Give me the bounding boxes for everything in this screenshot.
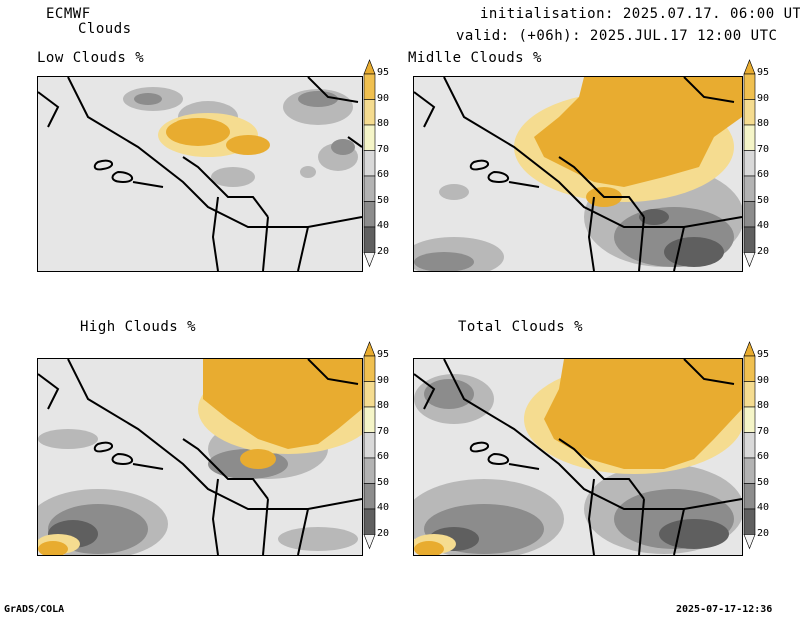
colorbar-segment xyxy=(363,406,376,433)
colorbar-tick-label: 95 xyxy=(377,67,390,78)
colorbar-tick-label: 90 xyxy=(377,374,390,386)
map-panel-low-clouds xyxy=(37,76,363,272)
colorbar-segment xyxy=(743,150,756,177)
field-name: Clouds xyxy=(78,21,132,37)
colorbar-segment xyxy=(363,457,376,484)
colorbar-tick-label: 20 xyxy=(757,245,770,257)
colorbar-segment xyxy=(743,99,756,126)
colorbar-segment xyxy=(743,508,756,535)
colorbar-top-arrow xyxy=(743,341,756,357)
colorbar-tick-label: 40 xyxy=(757,502,770,513)
colorbar-total: 95 90 80 70 60 50 40 20 xyxy=(743,341,784,555)
colorbar-segment xyxy=(363,432,376,459)
colorbar-segment xyxy=(743,175,756,202)
colorbar-tick-label: 60 xyxy=(377,451,390,462)
panel-title-total: Total Clouds % xyxy=(458,319,584,335)
colorbar-segment xyxy=(363,99,376,126)
colorbar-tick-label: 90 xyxy=(757,374,770,386)
colorbar-middle: 95 90 80 70 60 50 40 20 xyxy=(743,59,784,273)
colorbar-segment xyxy=(743,406,756,433)
colorbar-tick-label: 50 xyxy=(377,194,390,206)
model-name: ECMWF xyxy=(46,6,91,22)
footer-software: GrADS/COLA xyxy=(4,604,65,615)
map-panel-middle-clouds xyxy=(413,76,743,272)
panel-title-middle: Midlle Clouds % xyxy=(408,50,542,66)
colorbar-segment xyxy=(743,73,756,100)
colorbar-tick-label: 80 xyxy=(757,400,770,411)
colorbar-high: 95 90 80 70 60 50 40 20 xyxy=(363,341,404,555)
colorbar-segment xyxy=(363,124,376,151)
colorbar-tick-label: 60 xyxy=(757,451,770,462)
colorbar-segment xyxy=(743,432,756,459)
colorbar-top-arrow xyxy=(363,341,376,357)
colorbar-tick-label: 95 xyxy=(757,67,770,78)
colorbar-tick-label: 90 xyxy=(757,92,770,104)
colorbar-tick-label: 80 xyxy=(757,118,770,129)
colorbar-segment xyxy=(743,483,756,510)
colorbar-top-arrow xyxy=(363,59,376,75)
colorbar-segment xyxy=(363,483,376,510)
colorbar-segment xyxy=(743,124,756,151)
colorbar-tick-label: 50 xyxy=(757,194,770,206)
colorbar-tick-label: 40 xyxy=(757,220,770,231)
colorbar-bottom-arrow xyxy=(363,534,376,550)
colorbar-tick-label: 70 xyxy=(377,425,390,437)
colorbar-tick-label: 40 xyxy=(377,502,390,513)
colorbar-segment xyxy=(363,355,376,382)
panel-title-low: Low Clouds % xyxy=(37,50,145,66)
colorbar-segment xyxy=(363,175,376,202)
colorbar-tick-label: 20 xyxy=(377,527,390,539)
colorbar-segment xyxy=(743,355,756,382)
colorbar-segment xyxy=(743,457,756,484)
colorbar-segment xyxy=(363,73,376,100)
colorbar-tick-label: 95 xyxy=(377,349,390,360)
colorbar-segment xyxy=(363,226,376,253)
colorbar-segment xyxy=(363,381,376,408)
colorbar-tick-label: 70 xyxy=(757,143,770,155)
map-panel-total-clouds xyxy=(413,358,743,556)
colorbar-tick-label: 70 xyxy=(377,143,390,155)
colorbar-tick-label: 60 xyxy=(757,169,770,180)
map-panel-high-clouds xyxy=(37,358,363,556)
colorbar-tick-label: 90 xyxy=(377,92,390,104)
colorbar-tick-label: 95 xyxy=(757,349,770,360)
panel-title-high: High Clouds % xyxy=(80,319,197,335)
colorbar-bottom-arrow xyxy=(363,252,376,268)
colorbar-segment xyxy=(363,150,376,177)
colorbar-tick-label: 60 xyxy=(377,169,390,180)
colorbar-segment xyxy=(743,226,756,253)
colorbar-bottom-arrow xyxy=(743,534,756,550)
initialisation-label: initialisation: 2025.07.17. 06:00 UTC xyxy=(480,6,800,22)
colorbar-segment xyxy=(363,201,376,228)
colorbar-segment xyxy=(743,201,756,228)
colorbar-low: 95 90 80 70 60 50 40 20 xyxy=(363,59,404,273)
colorbar-top-arrow xyxy=(743,59,756,75)
colorbar-tick-label: 50 xyxy=(377,476,390,488)
colorbar-segment xyxy=(363,508,376,535)
colorbar-tick-label: 50 xyxy=(757,476,770,488)
colorbar-tick-label: 70 xyxy=(757,425,770,437)
colorbar-tick-label: 20 xyxy=(757,527,770,539)
colorbar-tick-label: 20 xyxy=(377,245,390,257)
colorbar-tick-label: 80 xyxy=(377,118,390,129)
colorbar-bottom-arrow xyxy=(743,252,756,268)
footer-timestamp: 2025-07-17-12:36 xyxy=(676,604,773,615)
colorbar-tick-label: 80 xyxy=(377,400,390,411)
valid-label: valid: (+06h): 2025.JUL.17 12:00 UTC xyxy=(456,28,778,44)
colorbar-segment xyxy=(743,381,756,408)
colorbar-tick-label: 40 xyxy=(377,220,390,231)
